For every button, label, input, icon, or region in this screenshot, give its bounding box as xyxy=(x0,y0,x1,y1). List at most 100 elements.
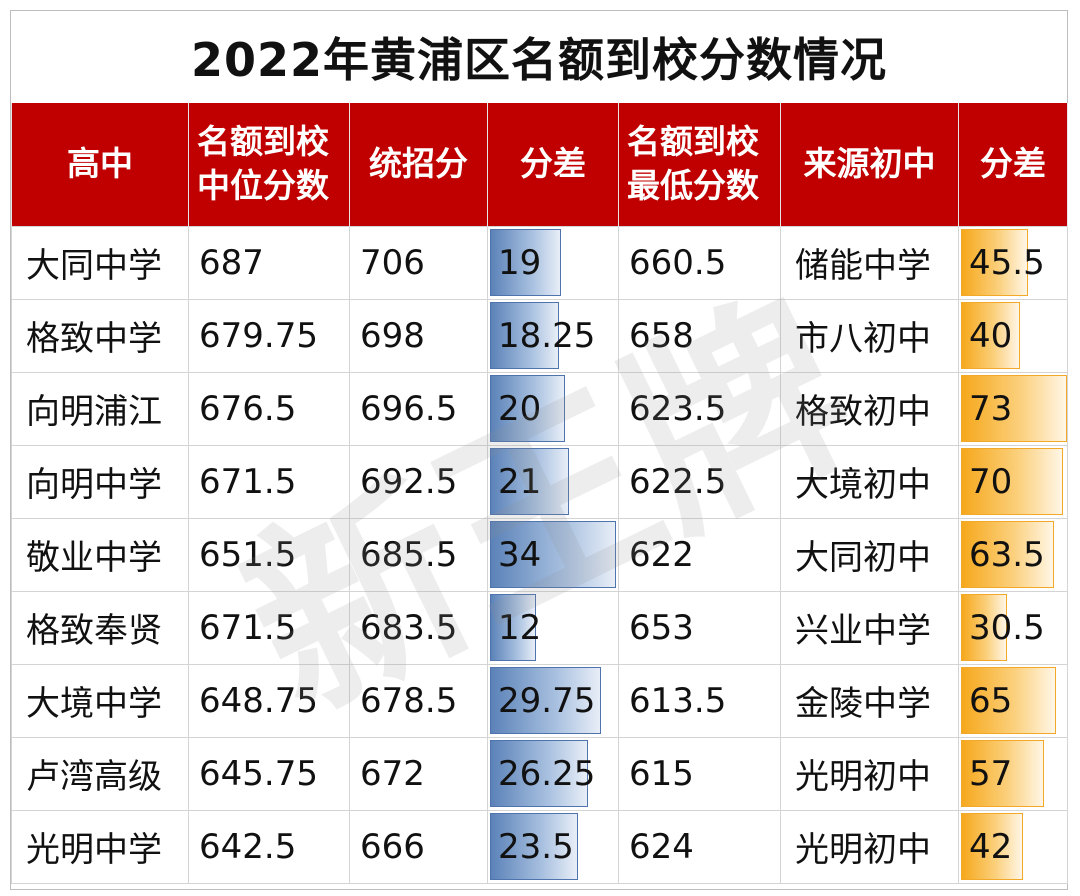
source-school-cell-value: 金陵中学 xyxy=(795,684,931,724)
min-score-cell-value: 615 xyxy=(629,753,694,794)
diff-data-bar xyxy=(490,520,616,588)
min-score-cell-value: 624 xyxy=(629,826,694,867)
median-cell-value: 645.75 xyxy=(199,753,318,794)
general-score-cell-value: 692.5 xyxy=(360,461,458,502)
min-score-cell: 658 xyxy=(618,298,781,373)
min-score-cell: 660.5 xyxy=(618,225,781,300)
diff-cell-value: 12 xyxy=(498,607,542,648)
header-row: 高中 名额到校 中位分数 统招分 分差 名额到校 最低分数 来源初中 分差 xyxy=(11,103,1068,226)
min-score-cell-value: 622.5 xyxy=(629,461,727,502)
source-school-cell: 大境初中 xyxy=(780,444,959,519)
header-median-line1: 名额到校 xyxy=(197,122,329,162)
diff-cell: 29.75 xyxy=(487,663,619,738)
school-cell: 卢湾高级 xyxy=(11,736,189,811)
diff2-data-bar xyxy=(961,447,1063,515)
diff2-cell-value: 70 xyxy=(969,461,1013,502)
header-median-score: 名额到校 中位分数 xyxy=(188,103,350,226)
diff-data-bar xyxy=(490,228,562,296)
diff-cell-value: 20 xyxy=(498,388,542,429)
diff-data-bar xyxy=(490,739,588,807)
score-table: 高中 名额到校 中位分数 统招分 分差 名额到校 最低分数 来源初中 分差 大同… xyxy=(11,103,1068,884)
general-score-cell-value: 696.5 xyxy=(360,388,458,429)
source-school-cell: 市八初中 xyxy=(780,298,959,373)
table-row: 光明中学 642.5 666 23.5 624 光明初中 42 xyxy=(11,809,1068,884)
table-row: 大境中学 648.75 678.5 29.75 613.5 金陵中学 65 xyxy=(11,663,1068,738)
general-score-cell-value: 672 xyxy=(360,753,425,794)
median-cell: 679.75 xyxy=(188,298,350,373)
diff-data-bar xyxy=(490,666,601,734)
diff-data-bar xyxy=(490,593,536,661)
source-school-cell: 兴业中学 xyxy=(780,590,959,665)
source-school-cell: 格致初中 xyxy=(780,371,959,446)
diff2-cell-value: 30.5 xyxy=(969,607,1045,648)
school-cell-value: 向明浦江 xyxy=(26,392,162,432)
table-row: 向明浦江 676.5 696.5 20 623.5 格致初中 73 xyxy=(11,371,1068,446)
diff-cell-value: 21 xyxy=(498,461,542,502)
diff2-cell: 42 xyxy=(958,809,1068,884)
source-school-cell-value: 光明初中 xyxy=(795,830,931,870)
diff2-data-bar xyxy=(961,666,1056,734)
diff2-cell-value: 63.5 xyxy=(969,534,1045,575)
school-cell-value: 大境中学 xyxy=(26,684,162,724)
school-cell-value: 敬业中学 xyxy=(26,538,162,578)
school-cell-value: 大同中学 xyxy=(26,246,162,286)
school-cell-value: 格致奉贤 xyxy=(26,611,162,651)
min-score-cell-value: 613.5 xyxy=(629,680,727,721)
median-cell-value: 679.75 xyxy=(199,315,318,356)
diff2-data-bar xyxy=(961,228,1028,296)
source-school-cell-value: 格致初中 xyxy=(795,392,931,432)
median-cell: 676.5 xyxy=(188,371,350,446)
general-score-cell-value: 683.5 xyxy=(360,607,458,648)
table-row: 格致中学 679.75 698 18.25 658 市八初中 40 xyxy=(11,298,1068,373)
median-cell: 642.5 xyxy=(188,809,350,884)
min-score-cell: 653 xyxy=(618,590,781,665)
general-score-cell: 706 xyxy=(349,225,488,300)
general-score-cell: 666 xyxy=(349,809,488,884)
header-min-score: 名额到校 最低分数 xyxy=(618,103,781,226)
diff-data-bar xyxy=(490,447,569,515)
median-cell: 671.5 xyxy=(188,444,350,519)
diff2-cell: 57 xyxy=(958,736,1068,811)
general-score-cell-value: 678.5 xyxy=(360,680,458,721)
median-cell: 687 xyxy=(188,225,350,300)
diff-cell: 34 xyxy=(487,517,619,592)
diff-cell: 20 xyxy=(487,371,619,446)
min-score-cell: 623.5 xyxy=(618,371,781,446)
min-score-cell: 615 xyxy=(618,736,781,811)
diff2-cell: 63.5 xyxy=(958,517,1068,592)
diff-data-bar xyxy=(490,374,565,442)
school-cell-value: 光明中学 xyxy=(26,830,162,870)
median-cell-value: 648.75 xyxy=(199,680,318,721)
diff-cell-value: 23.5 xyxy=(498,826,574,867)
general-score-cell-value: 706 xyxy=(360,242,425,283)
median-cell-value: 642.5 xyxy=(199,826,297,867)
diff-cell: 18.25 xyxy=(487,298,619,373)
min-score-cell-value: 660.5 xyxy=(629,242,727,283)
median-cell: 651.5 xyxy=(188,517,350,592)
diff2-data-bar xyxy=(961,374,1067,442)
diff2-data-bar xyxy=(961,812,1023,880)
table-row: 敬业中学 651.5 685.5 34 622 大同初中 63.5 xyxy=(11,517,1068,592)
min-score-cell: 622.5 xyxy=(618,444,781,519)
table-row: 向明中学 671.5 692.5 21 622.5 大境初中 70 xyxy=(11,444,1068,519)
general-score-cell: 685.5 xyxy=(349,517,488,592)
diff-cell: 23.5 xyxy=(487,809,619,884)
header-general-score: 统招分 xyxy=(349,103,488,226)
diff2-cell: 65 xyxy=(958,663,1068,738)
diff-cell-value: 29.75 xyxy=(498,680,596,721)
min-score-cell-value: 622 xyxy=(629,534,694,575)
school-cell-value: 格致中学 xyxy=(26,319,162,359)
min-score-cell-value: 653 xyxy=(629,607,694,648)
source-school-cell: 金陵中学 xyxy=(780,663,959,738)
median-cell: 648.75 xyxy=(188,663,350,738)
diff2-cell-value: 73 xyxy=(969,388,1013,429)
min-score-cell: 622 xyxy=(618,517,781,592)
general-score-cell: 696.5 xyxy=(349,371,488,446)
diff-cell-value: 18.25 xyxy=(498,315,596,356)
source-school-cell-value: 兴业中学 xyxy=(795,611,931,651)
diff2-data-bar xyxy=(961,593,1007,661)
diff2-data-bar xyxy=(961,301,1020,369)
general-score-cell-value: 685.5 xyxy=(360,534,458,575)
diff2-cell: 40 xyxy=(958,298,1068,373)
diff-cell: 26.25 xyxy=(487,736,619,811)
